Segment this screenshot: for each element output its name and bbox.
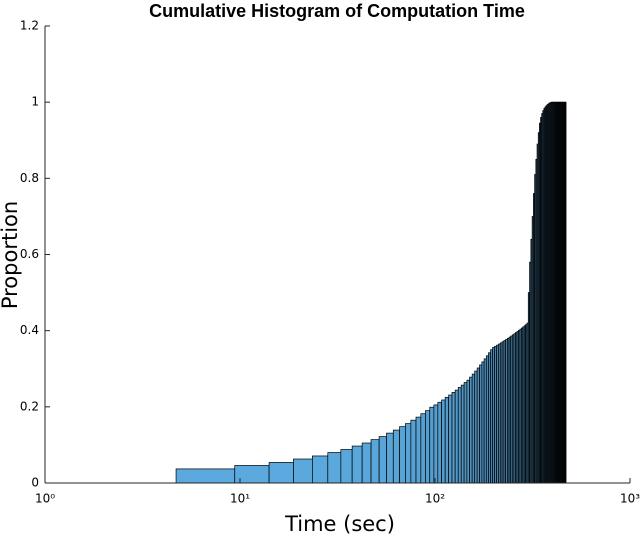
bar xyxy=(425,410,431,484)
x-tick-label: 10² xyxy=(425,492,445,506)
y-tick-label: 1 xyxy=(31,95,39,109)
bar xyxy=(441,399,446,484)
bar xyxy=(415,416,422,484)
bar xyxy=(564,101,567,484)
bar xyxy=(386,432,394,484)
bar xyxy=(476,367,480,484)
bar xyxy=(268,462,294,484)
bar xyxy=(370,439,380,484)
y-axis-label: Proportion xyxy=(0,201,22,309)
bar xyxy=(293,458,313,484)
y-tick-label: 0.2 xyxy=(20,399,39,413)
bar xyxy=(429,406,435,484)
bar xyxy=(460,384,465,484)
bar xyxy=(399,426,406,484)
bar xyxy=(351,445,363,484)
bar xyxy=(340,449,353,484)
chart-title: Cumulative Histogram of Computation Time xyxy=(149,1,525,21)
bar xyxy=(474,370,478,484)
bar xyxy=(175,468,236,484)
bar xyxy=(433,404,439,484)
x-tick-label: 10¹ xyxy=(230,492,250,506)
x-axis-label: Time (sec) xyxy=(284,512,395,536)
bar xyxy=(361,442,372,484)
bar xyxy=(410,419,417,484)
bar xyxy=(327,452,342,484)
y-tick-label: 0.4 xyxy=(20,323,39,337)
bar xyxy=(420,413,426,484)
bar xyxy=(312,455,329,484)
y-tick-label: 1.2 xyxy=(20,19,39,33)
bar xyxy=(463,382,468,484)
y-tick-label: 0.6 xyxy=(20,247,39,261)
bar xyxy=(454,389,459,484)
y-tick-label: 0 xyxy=(31,476,39,490)
bar xyxy=(451,392,456,484)
x-tick-label: 10⁰ xyxy=(35,492,55,506)
x-tick-label: 10³ xyxy=(620,492,640,506)
y-tick-label: 0.8 xyxy=(20,171,39,185)
bar xyxy=(457,387,462,484)
bar xyxy=(448,394,453,484)
bar xyxy=(466,379,470,484)
bar xyxy=(437,401,442,484)
bar xyxy=(469,376,473,484)
bar xyxy=(405,423,412,484)
bar xyxy=(378,436,387,484)
bar xyxy=(444,396,450,484)
bar xyxy=(392,429,400,484)
bar xyxy=(471,373,476,484)
